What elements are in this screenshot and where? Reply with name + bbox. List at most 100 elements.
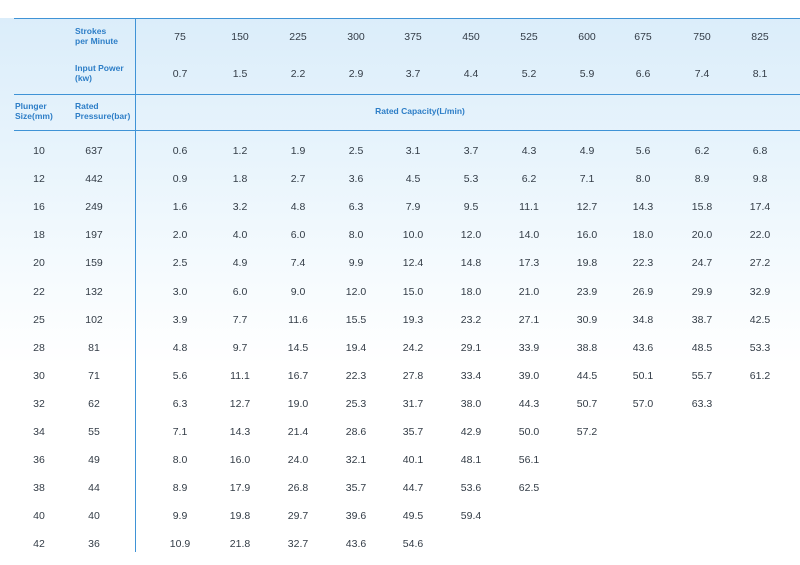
plunger-size-cell: 22 (33, 285, 45, 298)
strokes-value: 150 (231, 31, 249, 43)
plunger-size-cell: 12 (33, 173, 45, 186)
capacity-cell: 16.7 (287, 369, 309, 382)
capacity-cell: 0.9 (172, 173, 188, 186)
capacity-cell: 19.3 (402, 313, 424, 326)
capacity-cell: 40.1 (402, 454, 424, 467)
power-value: 5.9 (579, 68, 595, 80)
power-label: Input Power (kw) (75, 63, 124, 83)
plunger-size-cell: 10 (33, 145, 45, 157)
capacity-cell: 6.3 (172, 397, 188, 410)
plunger-size-cell: 20 (33, 257, 45, 270)
capacity-cell: 42.9 (460, 426, 482, 438)
capacity-cell: 7.4 (290, 257, 306, 270)
capacity-cell: 22.3 (632, 257, 654, 270)
capacity-cell: 6.8 (752, 145, 768, 157)
rated-pressure-cell: 55 (88, 426, 100, 438)
capacity-cell: 7.1 (172, 426, 188, 438)
capacity-cell: 53.6 (460, 482, 482, 495)
capacity-cell: 26.8 (287, 482, 309, 495)
capacity-cell: 44.5 (576, 369, 598, 382)
capacity-cell: 14.3 (632, 201, 654, 214)
capacity-cell: 61.2 (749, 369, 771, 382)
rated-pressure-cell: 71 (88, 369, 100, 382)
capacity-cell: 14.8 (460, 257, 482, 270)
capacity-cell: 7.1 (579, 173, 595, 186)
plunger-size-cell: 30 (33, 369, 45, 382)
capacity-cell: 38.8 (576, 341, 598, 354)
capacity-cell: 32.1 (345, 454, 367, 467)
capacity-cell: 19.8 (576, 257, 598, 270)
column-divider (135, 18, 136, 552)
rated-pressure-cell: 159 (85, 257, 103, 270)
capacity-cell: 33.9 (518, 341, 540, 354)
capacity-cell: 5.6 (172, 369, 188, 382)
capacity-cell: 44.7 (402, 482, 424, 495)
capacity-cell: 42.5 (749, 313, 771, 326)
plunger-size-cell: 28 (33, 341, 45, 354)
capacity-cell: 30.9 (576, 313, 598, 326)
strokes-label: Strokes per Minute (75, 26, 118, 46)
capacity-cell: 4.0 (232, 229, 248, 242)
rated-pressure-cell: 249 (85, 201, 103, 214)
capacity-cell: 39.0 (518, 369, 540, 382)
plunger-size-cell: 40 (33, 510, 45, 523)
capacity-cell: 12.0 (460, 229, 482, 242)
power-value: 1.5 (232, 68, 248, 80)
capacity-cell: 62.5 (518, 482, 540, 495)
capacity-cell: 43.6 (345, 538, 367, 551)
capacity-cell: 50.7 (576, 397, 598, 410)
header-divider (14, 94, 800, 95)
capacity-cell: 4.9 (232, 257, 248, 270)
capacity-cell: 54.6 (402, 538, 424, 551)
plunger-size-cell: 16 (33, 201, 45, 214)
capacity-cell: 2.0 (172, 229, 188, 242)
rated-pressure-cell: 49 (88, 454, 100, 467)
capacity-cell: 56.1 (518, 454, 540, 467)
plunger-size-cell: 36 (33, 454, 45, 467)
capacity-cell: 16.0 (576, 229, 598, 242)
strokes-value: 675 (634, 31, 652, 43)
capacity-cell: 29.9 (691, 285, 713, 298)
capacity-cell: 4.3 (521, 145, 537, 157)
capacity-cell: 4.8 (172, 341, 188, 354)
capacity-cell: 1.6 (172, 201, 188, 214)
capacity-cell: 17.4 (749, 201, 771, 214)
capacity-cell: 8.9 (172, 482, 188, 495)
rated-pressure-cell: 132 (85, 285, 103, 298)
capacity-cell: 8.9 (694, 173, 710, 186)
plunger-size-cell: 42 (33, 538, 45, 551)
capacity-cell: 15.0 (402, 285, 424, 298)
capacity-cell: 49.5 (402, 510, 424, 523)
capacity-cell: 6.0 (290, 229, 306, 242)
capacity-cell: 9.8 (752, 173, 768, 186)
strokes-value: 825 (751, 31, 769, 43)
capacity-cell: 1.9 (290, 145, 306, 157)
rated-pressure-cell: 36 (88, 538, 100, 551)
capacity-cell: 3.0 (172, 285, 188, 298)
capacity-cell: 14.3 (229, 426, 251, 438)
capacity-cell: 24.7 (691, 257, 713, 270)
capacity-cell: 11.1 (230, 369, 250, 382)
capacity-cell: 31.7 (402, 397, 424, 410)
rated-pressure-cell: 102 (85, 313, 103, 326)
capacity-cell: 9.0 (290, 285, 306, 298)
capacity-cell: 3.7 (463, 145, 479, 157)
plunger-size-cell: 25 (33, 313, 45, 326)
capacity-cell: 7.9 (405, 201, 421, 214)
plunger-size-cell: 18 (33, 229, 45, 242)
capacity-cell: 23.9 (576, 285, 598, 298)
capacity-cell: 14.5 (287, 341, 309, 354)
capacity-cell: 48.1 (460, 454, 482, 467)
capacity-cell: 8.0 (348, 229, 364, 242)
capacity-cell: 55.7 (691, 369, 713, 382)
capacity-cell: 0.6 (172, 145, 188, 157)
capacity-cell: 16.0 (229, 454, 251, 467)
plunger-size-label: Plunger Size(mm) (15, 101, 53, 121)
capacity-cell: 6.3 (348, 201, 364, 214)
strokes-value: 450 (462, 31, 480, 43)
capacity-cell: 7.7 (232, 313, 248, 326)
strokes-value: 300 (347, 31, 365, 43)
strokes-value: 375 (404, 31, 422, 43)
capacity-cell: 57.0 (632, 397, 654, 410)
strokes-value: 750 (693, 31, 711, 43)
